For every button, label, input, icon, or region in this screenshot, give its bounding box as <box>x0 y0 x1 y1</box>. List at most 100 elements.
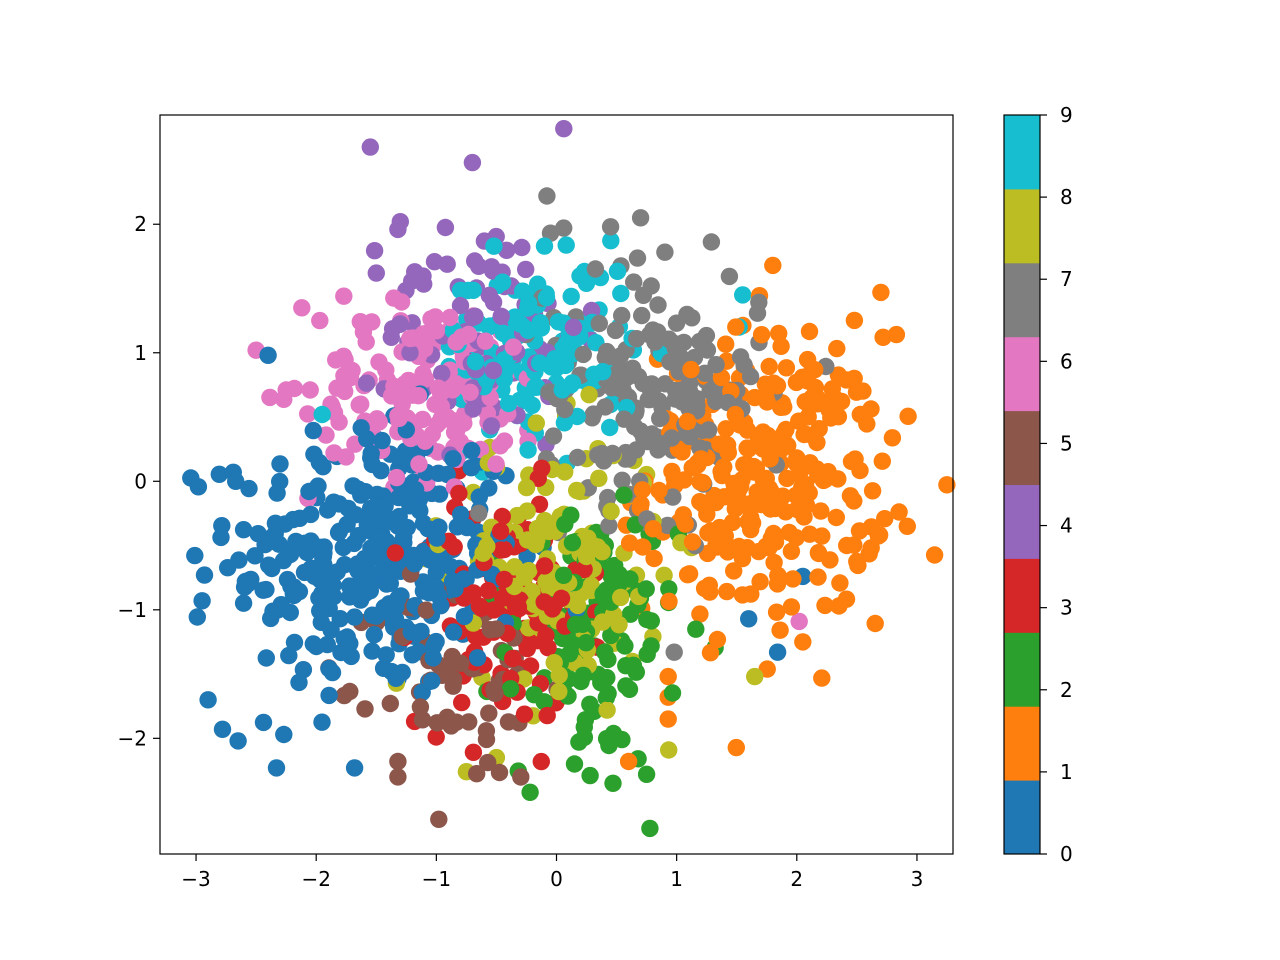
data-point <box>493 507 511 526</box>
data-point <box>577 274 596 292</box>
data-point <box>227 472 245 490</box>
data-point <box>574 666 592 685</box>
data-point <box>541 224 560 242</box>
data-point <box>311 602 329 620</box>
data-point <box>532 752 550 771</box>
data-point <box>633 306 651 325</box>
data-point <box>651 434 669 453</box>
data-point <box>698 505 716 523</box>
data-point <box>452 515 470 533</box>
data-point <box>590 314 608 333</box>
data-point <box>430 485 449 503</box>
data-point <box>645 549 663 568</box>
data-point <box>391 213 409 231</box>
data-point <box>322 621 340 639</box>
data-point <box>642 612 660 630</box>
data-point <box>427 632 445 651</box>
data-point <box>340 577 359 595</box>
data-point <box>504 649 522 668</box>
data-point <box>370 413 388 431</box>
data-point <box>632 495 650 513</box>
data-point <box>727 738 745 757</box>
data-point <box>381 694 399 713</box>
data-point <box>358 430 376 448</box>
data-point <box>809 568 827 586</box>
data-point <box>482 417 501 435</box>
data-point <box>199 691 217 709</box>
data-point <box>613 471 631 489</box>
data-point <box>739 513 757 531</box>
data-point <box>425 253 444 271</box>
data-point <box>683 533 702 551</box>
data-point <box>925 546 944 564</box>
data-point <box>261 388 279 407</box>
data-point <box>602 502 620 520</box>
data-point <box>770 324 788 343</box>
data-point <box>387 468 406 487</box>
data-point <box>431 384 450 403</box>
data-point <box>845 536 863 554</box>
data-point <box>290 673 308 692</box>
data-point <box>413 711 432 729</box>
data-point <box>304 421 322 440</box>
data-point <box>334 538 352 557</box>
data-point <box>335 367 353 385</box>
data-point <box>377 361 395 379</box>
data-point <box>267 759 286 777</box>
data-point <box>259 346 277 364</box>
data-point <box>899 407 917 425</box>
data-point <box>604 774 622 792</box>
data-point <box>659 710 677 728</box>
data-point <box>600 736 618 755</box>
data-point <box>518 639 536 658</box>
colorbar: 0 1 2 3 4 5 6 7 8 9 <box>1003 103 1073 866</box>
data-point <box>337 448 355 466</box>
data-point <box>307 637 325 656</box>
data-point <box>631 209 650 227</box>
data-point <box>733 586 752 604</box>
colorbar-segment <box>1004 706 1040 781</box>
data-point <box>305 567 324 585</box>
data-point <box>796 425 814 443</box>
data-point <box>363 642 381 660</box>
data-point <box>608 262 627 280</box>
data-point <box>778 469 796 488</box>
data-point <box>760 357 778 376</box>
data-point <box>470 488 488 506</box>
data-point <box>813 669 831 687</box>
data-point <box>213 720 232 738</box>
data-point <box>210 465 228 483</box>
data-point <box>800 322 819 341</box>
data-point <box>678 305 696 324</box>
data-point <box>660 580 678 598</box>
data-point <box>327 351 345 369</box>
data-point <box>750 293 768 311</box>
data-point <box>521 783 539 801</box>
data-point <box>528 530 546 549</box>
data-point <box>619 752 638 771</box>
data-point <box>464 743 483 761</box>
data-point <box>646 333 664 351</box>
data-point <box>266 525 284 543</box>
data-point <box>428 714 446 732</box>
data-point <box>809 544 828 562</box>
data-point <box>351 313 369 331</box>
data-point <box>234 521 253 539</box>
data-point <box>553 381 571 399</box>
data-point <box>315 544 333 562</box>
data-point <box>831 574 849 592</box>
data-point <box>610 616 628 634</box>
data-point <box>700 421 718 439</box>
data-point <box>569 596 587 615</box>
data-point <box>427 322 446 340</box>
data-point <box>827 508 845 527</box>
data-point <box>601 418 619 437</box>
data-point <box>320 686 338 705</box>
data-point <box>373 431 391 450</box>
data-point <box>768 377 787 395</box>
data-point <box>570 733 588 751</box>
data-point <box>649 296 667 314</box>
data-point <box>284 510 302 529</box>
data-point <box>537 572 555 591</box>
data-point <box>777 359 796 377</box>
